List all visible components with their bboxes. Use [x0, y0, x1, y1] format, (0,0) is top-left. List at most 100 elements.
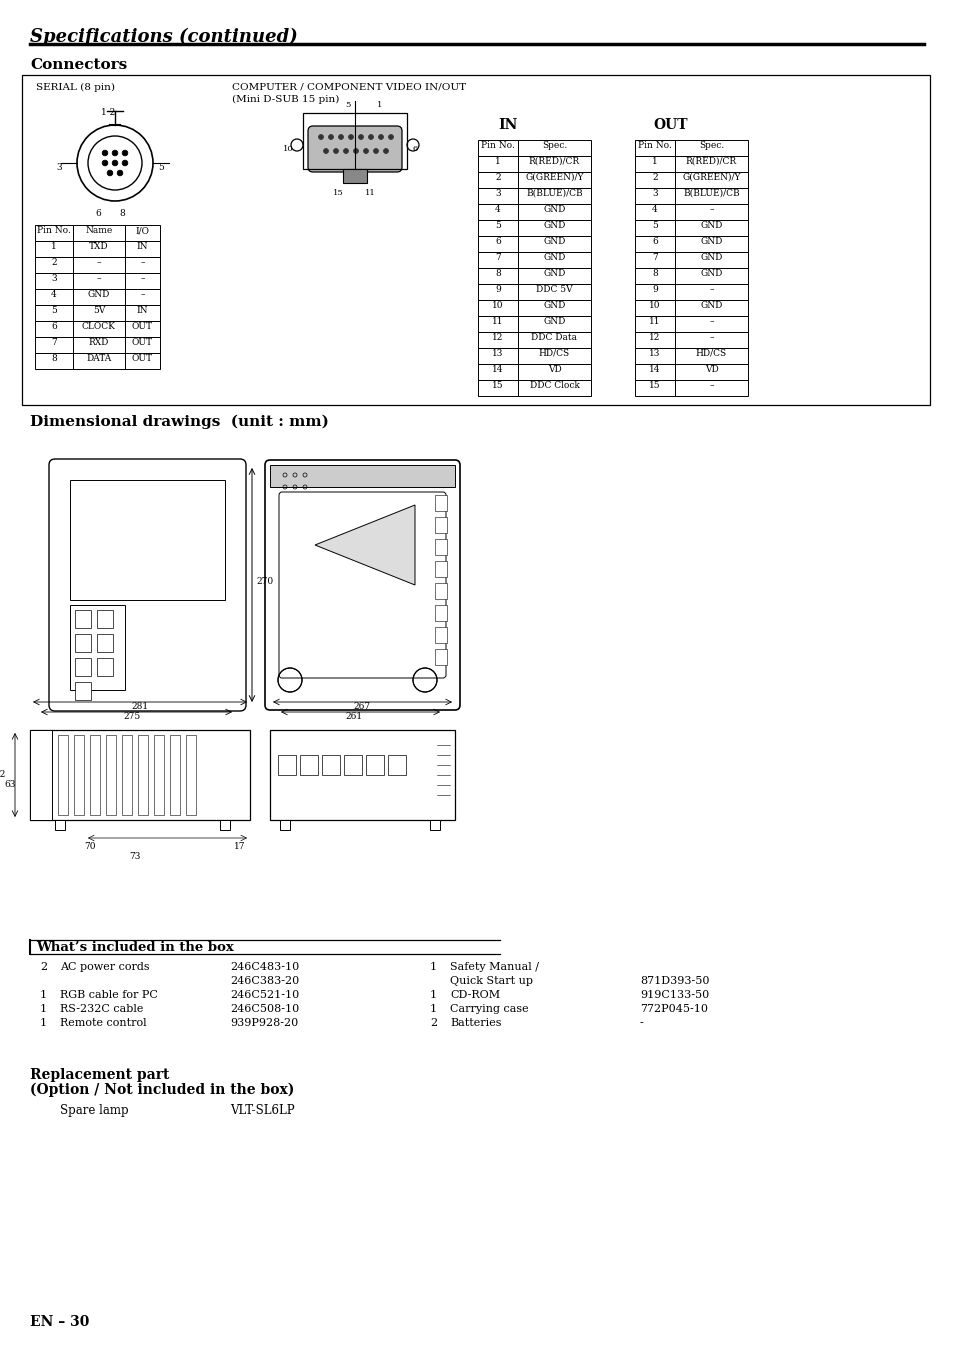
Text: 281: 281 [132, 703, 149, 711]
Text: –: – [708, 381, 713, 390]
Bar [435, 494, 447, 511]
Bar [517, 155, 590, 172]
Bar [430, 820, 439, 830]
Bar [270, 465, 455, 486]
Bar [517, 284, 590, 300]
Bar [675, 204, 747, 220]
Text: 2: 2 [51, 258, 57, 267]
Bar [517, 349, 590, 363]
Text: 12: 12 [649, 332, 660, 342]
Text: 10: 10 [492, 301, 503, 309]
Text: DDC 5V: DDC 5V [536, 285, 572, 295]
Text: 11: 11 [649, 317, 660, 326]
Bar [58, 735, 68, 815]
Bar [35, 305, 73, 322]
Bar [73, 322, 125, 336]
Bar [477, 141, 517, 155]
Bar [477, 300, 517, 316]
Bar [75, 658, 91, 676]
Circle shape [363, 149, 368, 154]
Text: B(BLUE)/CB: B(BLUE)/CB [682, 189, 739, 199]
Text: 10: 10 [283, 145, 294, 153]
Text: 73: 73 [130, 852, 140, 861]
Bar [675, 220, 747, 236]
Text: GND: GND [88, 290, 111, 299]
Circle shape [122, 161, 128, 166]
Text: 246C521-10: 246C521-10 [230, 990, 299, 1000]
Bar [125, 305, 160, 322]
Circle shape [368, 135, 374, 139]
Bar [477, 220, 517, 236]
Text: Spec.: Spec. [541, 141, 566, 150]
Text: 15: 15 [492, 381, 503, 390]
Bar [635, 380, 675, 396]
Bar [517, 172, 590, 188]
Bar [35, 273, 73, 289]
Text: 261: 261 [345, 712, 362, 721]
Circle shape [383, 149, 388, 154]
Circle shape [102, 161, 108, 166]
Text: Spec.: Spec. [699, 141, 723, 150]
Bar [477, 188, 517, 204]
Text: TXD: TXD [89, 242, 109, 251]
Bar [675, 332, 747, 349]
Circle shape [328, 135, 334, 139]
Text: 14: 14 [649, 365, 660, 374]
Bar [73, 273, 125, 289]
Text: VLT-SL6LP: VLT-SL6LP [230, 1104, 294, 1117]
Bar [635, 204, 675, 220]
Text: GND: GND [543, 317, 565, 326]
Bar [138, 735, 148, 815]
FancyBboxPatch shape [265, 459, 459, 711]
Bar [299, 755, 317, 775]
Bar [675, 284, 747, 300]
Bar [343, 169, 367, 182]
Circle shape [323, 149, 328, 154]
Text: IN: IN [136, 305, 148, 315]
Bar [435, 584, 447, 598]
Bar [366, 755, 384, 775]
Text: DATA: DATA [87, 354, 112, 363]
Text: –: – [708, 285, 713, 295]
Text: 14: 14 [492, 365, 503, 374]
Text: Spare lamp: Spare lamp [60, 1104, 129, 1117]
Circle shape [348, 135, 354, 139]
Text: 6: 6 [652, 236, 658, 246]
Text: –: – [96, 258, 101, 267]
Text: 1: 1 [430, 990, 436, 1000]
Text: 1: 1 [51, 242, 57, 251]
Text: 5: 5 [51, 305, 57, 315]
Bar [153, 735, 164, 815]
Text: GND: GND [700, 269, 722, 278]
Text: GND: GND [543, 269, 565, 278]
Circle shape [102, 150, 108, 155]
Bar [517, 300, 590, 316]
Text: (Option / Not included in the box): (Option / Not included in the box) [30, 1084, 294, 1097]
Text: 9: 9 [652, 285, 658, 295]
Circle shape [122, 150, 128, 155]
Bar [675, 300, 747, 316]
Bar [635, 188, 675, 204]
Bar [517, 363, 590, 380]
Bar [517, 332, 590, 349]
Text: GND: GND [700, 236, 722, 246]
Text: SERIAL (8 pin): SERIAL (8 pin) [36, 82, 115, 92]
Bar [55, 820, 65, 830]
Bar [435, 539, 447, 555]
Bar [477, 332, 517, 349]
Text: 246C508-10: 246C508-10 [230, 1004, 299, 1015]
Bar [35, 240, 73, 257]
Bar [477, 253, 517, 267]
Bar [477, 380, 517, 396]
Text: 5: 5 [652, 222, 658, 230]
Text: Pin No.: Pin No. [480, 141, 515, 150]
Text: –: – [140, 290, 145, 299]
Bar [35, 353, 73, 369]
Text: 1 2: 1 2 [101, 108, 115, 118]
Text: GND: GND [700, 253, 722, 262]
Bar [517, 316, 590, 332]
Polygon shape [314, 505, 415, 585]
Text: 275: 275 [123, 712, 140, 721]
Text: 939P928-20: 939P928-20 [230, 1019, 298, 1028]
Bar [125, 257, 160, 273]
